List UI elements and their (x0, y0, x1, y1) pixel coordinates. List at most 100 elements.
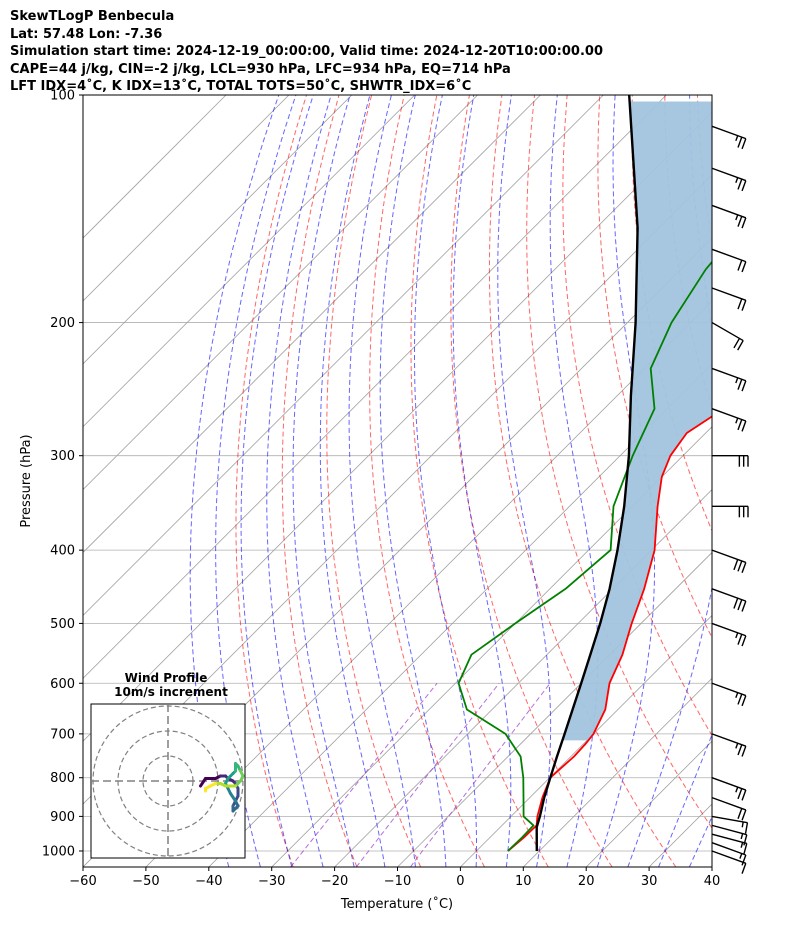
dry-adiabat-line (235, 95, 307, 867)
wind-barb-flag (741, 420, 747, 432)
wind-barb-half-flag (735, 692, 739, 699)
wind-barb-staff (711, 796, 747, 811)
wind-barb-flag (741, 789, 747, 801)
x-tick-label: 10 (515, 874, 532, 889)
hodograph-segment (199, 777, 207, 788)
wind-barb-flag (744, 822, 749, 834)
dry-adiabat-line (562, 95, 712, 737)
wind-barb-staff (711, 287, 747, 301)
wind-barb (711, 321, 744, 351)
wind-barb (711, 125, 747, 150)
wind-barb-staff (711, 321, 744, 342)
wind-barb (711, 824, 748, 846)
wind-barb-flag (737, 178, 743, 190)
wind-barb-staff (711, 842, 747, 856)
wind-barb (711, 815, 749, 834)
x-tick-label: 0 (456, 874, 464, 889)
wind-barb-flag (737, 259, 743, 271)
wind-barb-flag (737, 808, 743, 820)
wind-barb-flag (737, 136, 743, 148)
y-tick-label: 200 (50, 316, 75, 331)
moist-adiabat-line (215, 95, 297, 867)
wind-barb-staff (711, 167, 747, 182)
moist-adiabat-line (379, 95, 447, 867)
y-tick-label: 700 (50, 727, 75, 742)
wind-barb (712, 454, 749, 467)
x-tick-label: −60 (69, 874, 96, 889)
isotherm-line (145, 300, 712, 867)
dry-adiabat-line (526, 95, 712, 829)
wind-barb-staff (711, 777, 747, 791)
wind-barb (711, 622, 747, 647)
wind-barb-staff (711, 549, 747, 564)
wind-barb-half-flag (735, 135, 739, 142)
isotherm-line (271, 426, 712, 867)
isotherm-line (83, 95, 227, 239)
y-tick-label: 1000 (42, 844, 75, 859)
wind-barb-flag (737, 340, 744, 351)
wind-barb-flag (737, 560, 743, 572)
wind-barb (711, 549, 747, 574)
mixing-ratio-line (355, 682, 500, 867)
wind-barb-flag (733, 338, 741, 349)
wind-barb-flag (733, 597, 739, 609)
moist-adiabat-line (414, 95, 477, 867)
chart-header: SkewTLogP Benbecula Lat: 57.48 Lon: -7.3… (10, 8, 603, 96)
wind-barb-flag (741, 854, 747, 866)
wind-barb-staff (711, 125, 747, 140)
dry-adiabat-line (410, 95, 549, 867)
isotherm-line (83, 95, 290, 302)
wind-barb (711, 204, 747, 229)
wind-barb (711, 833, 748, 855)
dry-adiabat-line (597, 95, 712, 639)
wind-barb-staff (711, 850, 747, 864)
dry-adiabat-line (450, 95, 613, 867)
moist-adiabat-line (240, 95, 314, 867)
wind-barb-staff (711, 588, 747, 602)
wind-barb-flag (737, 788, 743, 800)
wind-barb-flag (741, 180, 747, 192)
wind-barb-half-flag (740, 842, 744, 848)
wind-barb-half-flag (735, 377, 739, 384)
wind-barb (711, 850, 747, 874)
wind-barb-flag (737, 599, 743, 611)
stability-parameters: CAPE=44 j/kg, CIN=-2 j/kg, LCL=930 hPa, … (10, 61, 511, 77)
wind-barb-staff (711, 824, 747, 836)
wind-barb-flag (741, 562, 747, 574)
moist-adiabat-line (348, 95, 416, 867)
wind-barb (711, 777, 747, 801)
wind-barb-half-flag (735, 786, 739, 793)
wind-barb-half-flag (735, 214, 739, 221)
x-tick-label: 20 (578, 874, 595, 889)
inset-subtitle: 10m/s increment (114, 685, 228, 699)
x-tick-label: −50 (132, 874, 159, 889)
dewpoint-line (457, 260, 712, 852)
station-coordinates: Lat: 57.48 Lon: -7.36 (10, 26, 163, 42)
wind-barb-staff (711, 367, 747, 382)
wind-barb-flag (737, 634, 743, 645)
wind-barb (711, 733, 747, 757)
wind-barb-staff (711, 204, 747, 219)
wind-barb-staff (711, 408, 747, 422)
wind-barb-staff (711, 815, 748, 824)
isotherm-line (775, 95, 794, 867)
isotherm-line (83, 111, 712, 742)
isotherm-line (83, 95, 604, 616)
inset-title: Wind Profile (125, 671, 208, 685)
y-tick-label: 900 (50, 810, 75, 825)
wind-barb-flag (741, 635, 747, 647)
y-tick-label: 600 (50, 677, 75, 692)
wind-barb-flag (737, 693, 743, 705)
wind-barb-flag (743, 843, 748, 855)
wind-barb-flag (741, 300, 747, 311)
simulation-times: Simulation start time: 2024-12-19_00:00:… (10, 44, 603, 59)
isotherm-line (83, 95, 667, 679)
wind-barb-flag (743, 834, 748, 846)
wind-barb-flag (737, 298, 743, 310)
moist-adiabat-line (549, 95, 599, 867)
isotherm-line (83, 95, 353, 365)
wind-barb (712, 505, 749, 518)
chart-title: SkewTLogP Benbecula (10, 9, 175, 24)
wind-barb (711, 248, 747, 273)
x-tick-label: 40 (704, 874, 721, 889)
